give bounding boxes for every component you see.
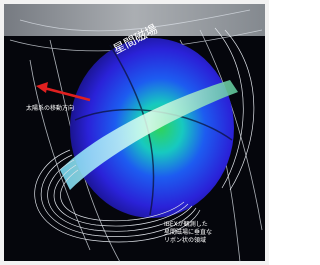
ribbon-label: 星間磁場に垂直な [164,228,212,236]
ribbon-label: IBEXが観測した [164,220,208,228]
ribbon-label: リボン状の領域 [164,236,206,244]
motion-label: 太陽系の移動方向 [26,104,74,112]
illustration: 星間磁場 太陽系の移動方向 IBEXが観測した 星間磁場に垂直な リボン状の領域 [0,0,269,265]
